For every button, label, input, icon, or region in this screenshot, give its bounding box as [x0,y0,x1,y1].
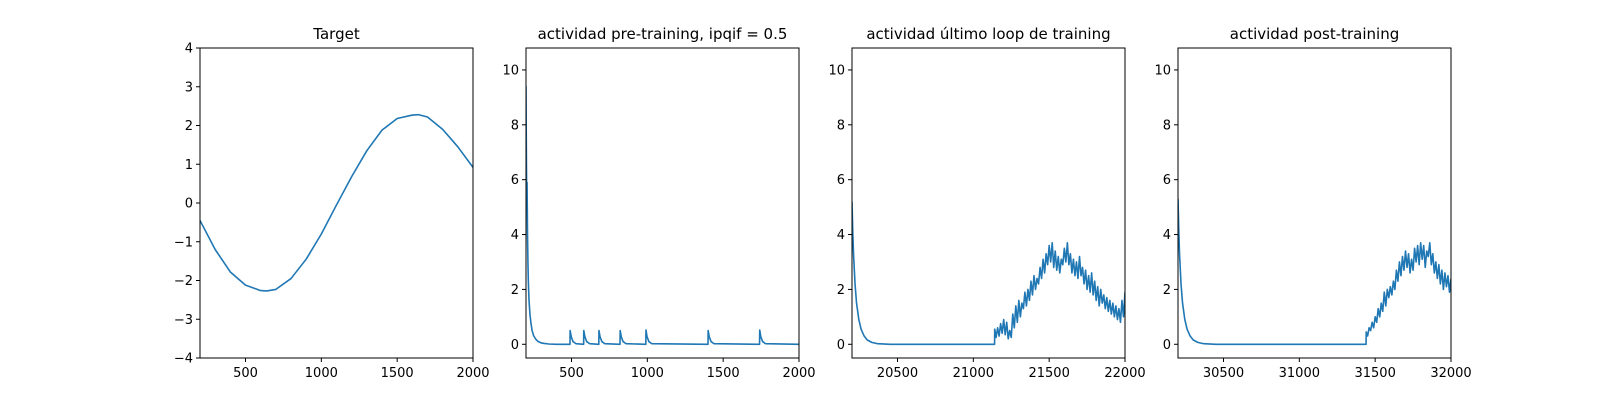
subplot-title: actividad post-training [1230,25,1399,43]
subplot-pre-training: actividad pre-training, ipqif = 0.5 500 1… [502,25,815,381]
y-tick-label: 0 [1163,338,1171,353]
x-tick-label: 500 [233,366,258,381]
x-tick-label: 1000 [631,366,664,381]
x-tick-label: 1500 [707,366,740,381]
subplot-target: Target 500 1000 1500 2000 −4 −3 −2 −1 0 1 2 3 4 [174,25,490,381]
y-tick-label: 3 [185,80,193,95]
y-tick-label: 1 [185,158,193,173]
series-line-0 [526,86,799,346]
y-tick-label: 6 [511,173,519,188]
x-tick-label: 2000 [782,366,815,381]
axes-frame [199,47,474,359]
x-tick-label: 1500 [381,366,414,381]
x-tick-label: 30500 [1203,366,1244,381]
y-tick-label: 6 [1163,173,1171,188]
y-tick-label: 0 [185,197,193,212]
y-tick-label: 4 [837,228,845,243]
y-tick-label: 6 [837,173,845,188]
axes-frame [525,47,800,359]
x-tick-label: 32000 [1430,366,1471,381]
subplot-title: actividad pre-training, ipqif = 0.5 [538,25,788,43]
y-tick-label: 4 [1163,228,1171,243]
series-line-0 [200,113,473,292]
subplot-last-training-loop: actividad último loop de training 20500 2… [828,25,1145,381]
y-tick-label: −3 [174,313,193,328]
series-line-0 [1178,198,1451,346]
x-tick-label: 22000 [1104,366,1145,381]
x-tick-label: 1000 [305,366,338,381]
y-tick-label: 8 [837,118,845,133]
y-tick-label: 8 [1163,118,1171,133]
y-tick-label: 10 [828,63,845,78]
y-tick-label: 0 [837,338,845,353]
y-tick-label: 4 [511,228,519,243]
x-tick-label: 2000 [456,366,489,381]
x-tick-label: 500 [559,366,584,381]
axes-frame [1177,47,1452,359]
x-tick-label: 31500 [1354,366,1395,381]
x-tick-label: 21500 [1028,366,1069,381]
subplot-title: Target [312,25,360,43]
y-tick-label: −2 [174,274,193,289]
y-tick-label: 10 [502,63,519,78]
y-tick-label: 4 [185,42,193,57]
y-tick-label: 2 [511,283,519,298]
axes-frame [851,47,1126,359]
y-tick-label: 2 [1163,283,1171,298]
x-tick-label: 20500 [877,366,918,381]
y-tick-label: 8 [511,118,519,133]
y-tick-label: 2 [185,119,193,134]
subplot-post-training: actividad post-training 30500 31000 31500 3… [1154,25,1471,381]
y-tick-label: −1 [174,235,193,250]
subplot-title: actividad último loop de training [866,25,1110,43]
y-tick-label: −4 [174,352,193,367]
y-tick-label: 2 [837,283,845,298]
series-line-0 [852,201,1125,346]
y-tick-label: 0 [511,338,519,353]
x-tick-label: 21000 [953,366,994,381]
x-tick-label: 31000 [1279,366,1320,381]
y-tick-label: 10 [1154,63,1171,78]
